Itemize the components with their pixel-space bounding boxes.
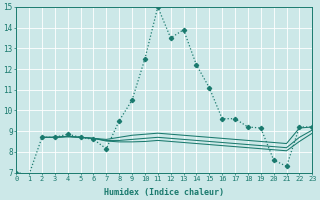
X-axis label: Humidex (Indice chaleur): Humidex (Indice chaleur) [104,188,224,197]
